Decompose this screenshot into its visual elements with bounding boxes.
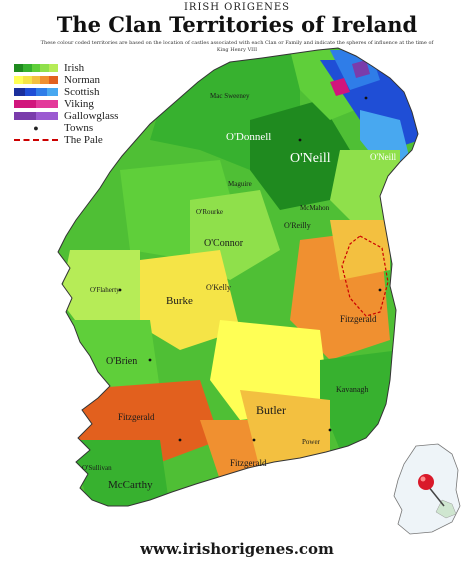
website-url: www.irishorigenes.com <box>140 540 334 558</box>
legend-label-irish: Irish <box>64 61 85 74</box>
legend-label-towns: Towns <box>64 121 94 134</box>
label-maguire: Maguire <box>228 180 252 188</box>
location-pin-icon <box>418 474 445 507</box>
site-name: IRISH ORIGENES <box>183 2 291 13</box>
label-oreilly: O'Reilly <box>284 221 311 230</box>
label-oflaherty: O'Flaherty <box>90 286 120 294</box>
legend-label-norman: Norman <box>64 73 101 86</box>
legend-item-scottish: Scottish <box>14 85 130 98</box>
norman-swatches <box>14 75 58 84</box>
legend-label-viking: Viking <box>64 97 94 110</box>
locator-inset-map <box>393 443 461 535</box>
label-odonnell: O'Donnell <box>226 131 271 143</box>
gallowglass-swatches <box>14 111 58 120</box>
label-fitzgerald-kildare: Fitzgerald <box>340 314 377 324</box>
irish-swatches <box>14 63 58 72</box>
legend-item-irish: Irish <box>14 61 130 74</box>
label-mac-sweeney: Mac Sweeney <box>210 92 250 100</box>
legend-item-gallowglass: Gallowglass <box>14 109 130 122</box>
town-dot-icon: ● <box>33 122 39 133</box>
label-osullivan: O'Sullivan <box>82 464 112 472</box>
label-butler: Butler <box>256 403 286 417</box>
legend-label-scottish: Scottish <box>64 85 100 98</box>
label-mcmahon: McMahon <box>300 204 330 212</box>
label-oneill-main: O'Neill <box>290 151 331 166</box>
label-kavanagh: Kavanagh <box>336 385 368 394</box>
label-mccarthy: McCarthy <box>108 479 153 491</box>
label-fitzgerald-south: Fitzgerald <box>230 458 267 468</box>
map-legend: Irish Norman Scottish Viking Gallowglass… <box>14 62 130 146</box>
label-oneill-east: O'Neill <box>370 152 397 162</box>
label-orourke: O'Rourke <box>196 208 223 216</box>
scottish-swatches <box>14 87 58 96</box>
legend-item-pale: The Pale <box>14 133 130 146</box>
viking-swatches <box>14 99 58 108</box>
legend-label-gallowglass: Gallowglass <box>64 109 119 122</box>
the-pale-boundary <box>341 235 389 317</box>
map-title: The Clan Territories of Ireland <box>56 12 418 37</box>
legend-label-pale: The Pale <box>64 133 103 146</box>
legend-item-norman: Norman <box>14 73 130 86</box>
label-burke: Burke <box>166 295 193 307</box>
label-okelly: O'Kelly <box>206 283 231 292</box>
label-obrien: O'Brien <box>106 356 137 367</box>
label-fitzgerald-desmond: Fitzgerald <box>118 412 155 422</box>
label-power: Power <box>302 438 321 446</box>
map-description: These colour coded territories are based… <box>40 40 434 53</box>
legend-item-viking: Viking <box>14 97 130 110</box>
legend-item-towns: ● Towns <box>14 121 130 134</box>
pale-dash-icon <box>14 138 58 141</box>
town-markers <box>118 96 382 442</box>
label-oconnor: O'Connor <box>204 238 244 249</box>
